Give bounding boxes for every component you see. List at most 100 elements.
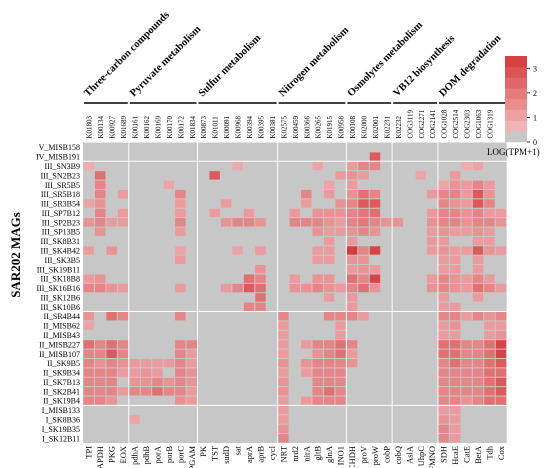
heatmap-cell — [438, 293, 449, 302]
colorbar-segment — [505, 66, 527, 78]
heatmap-cell — [312, 227, 323, 236]
heatmap-cell — [289, 283, 301, 293]
heatmap-cell — [438, 312, 449, 321]
heatmap-cell — [472, 274, 484, 283]
id-label: COG2271 — [418, 109, 426, 138]
heatmap-cell — [83, 358, 94, 368]
heatmap-cell — [449, 189, 461, 199]
heatmap-cell — [495, 396, 507, 405]
heatmap-cell — [495, 283, 507, 293]
gene-label: proV — [359, 445, 369, 463]
colorbar-tick-label: 1 — [533, 113, 537, 122]
heatmap-cell — [427, 236, 438, 246]
heatmap-cell — [83, 312, 94, 321]
heatmap-cell — [449, 208, 461, 218]
heatmap-cell — [243, 218, 255, 227]
row-label: III_SR5B5 — [45, 181, 80, 190]
heatmap-cell — [346, 358, 358, 368]
heatmap-cell — [323, 349, 335, 358]
heatmap-cell — [83, 218, 94, 227]
row-label: V_MISB158 — [39, 143, 80, 152]
heatmap-cell — [243, 274, 255, 283]
heatmap-cell — [323, 246, 335, 255]
heatmap-cell — [484, 227, 495, 236]
gene-label: TPI — [84, 446, 94, 459]
heatmap-cell — [472, 218, 484, 227]
heatmap-cell — [438, 368, 449, 377]
id-label: K00091 — [223, 115, 231, 138]
heatmap-cell — [369, 283, 381, 293]
heatmap-cell — [358, 189, 369, 199]
heatmap-cell — [427, 218, 438, 227]
heatmap-cell — [472, 387, 484, 396]
heatmap-cell — [484, 246, 495, 255]
gene-label: AslA — [404, 445, 414, 464]
row-label: II_SK9B5 — [47, 359, 80, 368]
heatmap-cell — [323, 236, 335, 246]
heatmap-cell — [175, 358, 186, 368]
heatmap-cell — [495, 358, 507, 368]
heatmap-cell — [220, 283, 232, 293]
group-title: Three-carbon compounds — [82, 10, 172, 100]
heatmap-cell — [278, 424, 289, 434]
heatmap-cell — [323, 189, 335, 199]
heatmap-cell — [163, 387, 175, 396]
heatmap-cell — [449, 321, 461, 330]
heatmap-cell — [369, 161, 381, 171]
heatmap-cell — [438, 377, 449, 387]
id-label: K02000 — [361, 115, 369, 138]
heatmap-cell — [461, 246, 472, 255]
heatmap-cell — [335, 387, 346, 396]
heatmap-cell — [495, 387, 507, 396]
gene-label: SDH — [439, 446, 449, 463]
heatmap-cell — [83, 321, 94, 330]
heatmap-cell — [83, 349, 94, 358]
heatmap-cell — [438, 415, 449, 424]
heatmap-cell — [484, 199, 495, 208]
heatmap-cell — [83, 368, 94, 377]
colorbar-segment — [505, 77, 527, 89]
row-label: III_SR3B54 — [41, 200, 80, 209]
heatmap-cell — [449, 368, 461, 377]
gene-label: FMNO — [427, 446, 437, 468]
heatmap-cell — [495, 321, 507, 330]
heatmap-cell — [94, 274, 106, 283]
heatmap-cell — [163, 358, 175, 368]
heatmap-cell — [312, 208, 323, 218]
heatmap-cell — [358, 283, 369, 293]
heatmap-cell — [335, 349, 346, 358]
heatmap-cell — [278, 434, 289, 443]
heatmap-cell — [83, 283, 94, 293]
heatmap-cell — [449, 349, 461, 358]
gene-label: cobP — [381, 446, 391, 463]
heatmap-cell — [358, 208, 369, 218]
heatmap-cell — [335, 340, 346, 349]
heatmap-cell — [472, 208, 484, 218]
heatmap-cell — [346, 302, 358, 312]
heatmap-cell — [175, 199, 186, 208]
mag-row-labels: V_MISB158IV_MISB191III_SN3B9III_SN2B23II… — [36, 143, 80, 443]
heatmap-cell — [335, 321, 346, 330]
heatmap-cell — [346, 189, 358, 199]
heatmap-cell — [449, 340, 461, 349]
heatmap-cell — [472, 349, 484, 358]
heatmap-cell — [438, 274, 449, 283]
id-label: K00366 — [303, 115, 311, 138]
heatmap-cell — [278, 340, 289, 349]
row-label: I_SK8B36 — [46, 416, 80, 425]
heatmap-cell — [301, 218, 312, 227]
heatmap-cell — [301, 340, 312, 349]
heatmap-cell — [369, 227, 381, 236]
heatmap-cell — [152, 387, 163, 396]
id-label: K01915 — [326, 115, 334, 138]
heatmap-cell — [94, 283, 106, 293]
heatmap-cell — [495, 246, 507, 255]
heatmap-cell — [438, 265, 449, 274]
heatmap-cell — [106, 218, 117, 227]
heatmap-cell — [358, 199, 369, 208]
heatmap-cell — [346, 218, 358, 227]
heatmap-cell — [323, 377, 335, 387]
heatmap-cell — [94, 387, 106, 396]
heatmap-cell — [449, 218, 461, 227]
heatmap-cell — [427, 283, 438, 293]
